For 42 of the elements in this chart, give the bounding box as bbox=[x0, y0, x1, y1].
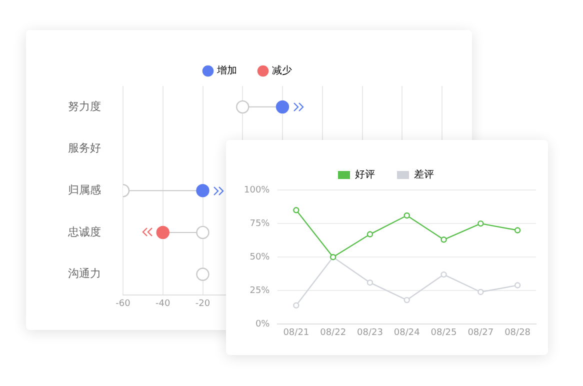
point bbox=[196, 184, 210, 198]
point bbox=[514, 227, 521, 234]
point bbox=[366, 231, 374, 238]
point bbox=[478, 288, 484, 296]
x-tick-label: -60 bbox=[116, 298, 131, 309]
y-tick-label: 50% bbox=[250, 252, 270, 262]
point bbox=[366, 280, 374, 286]
point bbox=[404, 212, 410, 219]
legend-label: 增加 bbox=[216, 64, 237, 77]
x-tick-label: 08/21 bbox=[283, 328, 310, 338]
point bbox=[404, 296, 410, 304]
x-tick-label: 08/23 bbox=[357, 328, 383, 338]
x-tick-label: -40 bbox=[156, 298, 170, 309]
point bbox=[440, 271, 447, 278]
x-tick-label: 08/22 bbox=[320, 328, 346, 338]
legend-label: 减少 bbox=[272, 64, 292, 77]
point bbox=[196, 226, 210, 240]
legend-label: 好评 bbox=[355, 168, 375, 181]
y-tick-label: 25% bbox=[250, 286, 270, 296]
point bbox=[440, 236, 447, 243]
point bbox=[478, 220, 484, 227]
x-tick-label: 08/28 bbox=[504, 328, 531, 338]
point bbox=[293, 207, 300, 214]
y-tick-label: 100% bbox=[244, 185, 270, 196]
y-tick-label: 努力度 bbox=[68, 100, 101, 113]
x-tick-label: -20 bbox=[195, 298, 210, 309]
point bbox=[156, 226, 170, 240]
x-tick-label: 08/27 bbox=[468, 328, 494, 338]
point bbox=[236, 100, 250, 114]
y-tick-label: 0% bbox=[255, 320, 270, 330]
x-tick-label: 08/24 bbox=[394, 328, 420, 338]
y-tick-label: 忠诚度 bbox=[67, 225, 101, 238]
y-tick-label: 沟通力 bbox=[68, 267, 101, 280]
point bbox=[276, 100, 290, 114]
legend-label: 差评 bbox=[414, 168, 434, 181]
y-tick-label: 服务好 bbox=[68, 142, 101, 155]
point bbox=[196, 268, 210, 281]
x-tick-label: 08/25 bbox=[430, 328, 457, 338]
y-tick-label: 归属感 bbox=[68, 183, 101, 196]
point bbox=[293, 302, 300, 309]
point bbox=[514, 282, 521, 288]
y-tick-label: 75% bbox=[250, 218, 270, 229]
